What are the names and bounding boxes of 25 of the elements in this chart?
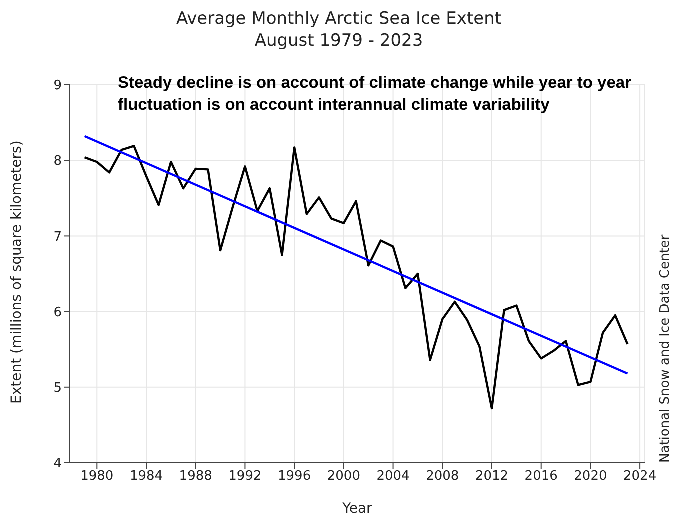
y-tick-label: 6 [54, 305, 62, 320]
x-tick-label: 2000 [327, 469, 360, 484]
x-tick-label: 2004 [376, 469, 410, 484]
x-tick-label: 1992 [228, 469, 262, 484]
y-tick-label: 5 [54, 381, 62, 396]
text: National Snow and Ice Data Center [658, 234, 673, 463]
y-tick-label: 8 [54, 154, 62, 170]
x-tick-label: 2020 [574, 469, 608, 484]
y-axis-title: Extent (millions of square kilometers) [8, 140, 25, 404]
y-tick-label: 9 [54, 78, 62, 94]
y-tick-label: 4 [54, 456, 62, 472]
x-tick-label: 2008 [426, 469, 460, 484]
x-tick-label: 1984 [130, 469, 164, 484]
x-axis-title: Year [342, 501, 373, 517]
x-tick-label: 1980 [80, 469, 114, 484]
chart-title: Average Monthly Arctic Sea Ice Extent [175, 8, 503, 30]
x-tick-label: 2016 [524, 469, 558, 484]
x-tick-label: 1988 [179, 469, 212, 484]
line-series [84, 145, 629, 410]
x-tick-label: 1996 [278, 469, 312, 484]
annotation: Steady decline is on account of climate change while year to year fluctuation is on account interannual climate variability [118, 73, 633, 116]
x-tick-label: 2012 [475, 469, 509, 484]
x-tick-label: 2024 [624, 469, 657, 484]
chart-subtitle: August 1979 - 2023 [254, 30, 424, 52]
y-tick-label: 7 [54, 230, 62, 245]
